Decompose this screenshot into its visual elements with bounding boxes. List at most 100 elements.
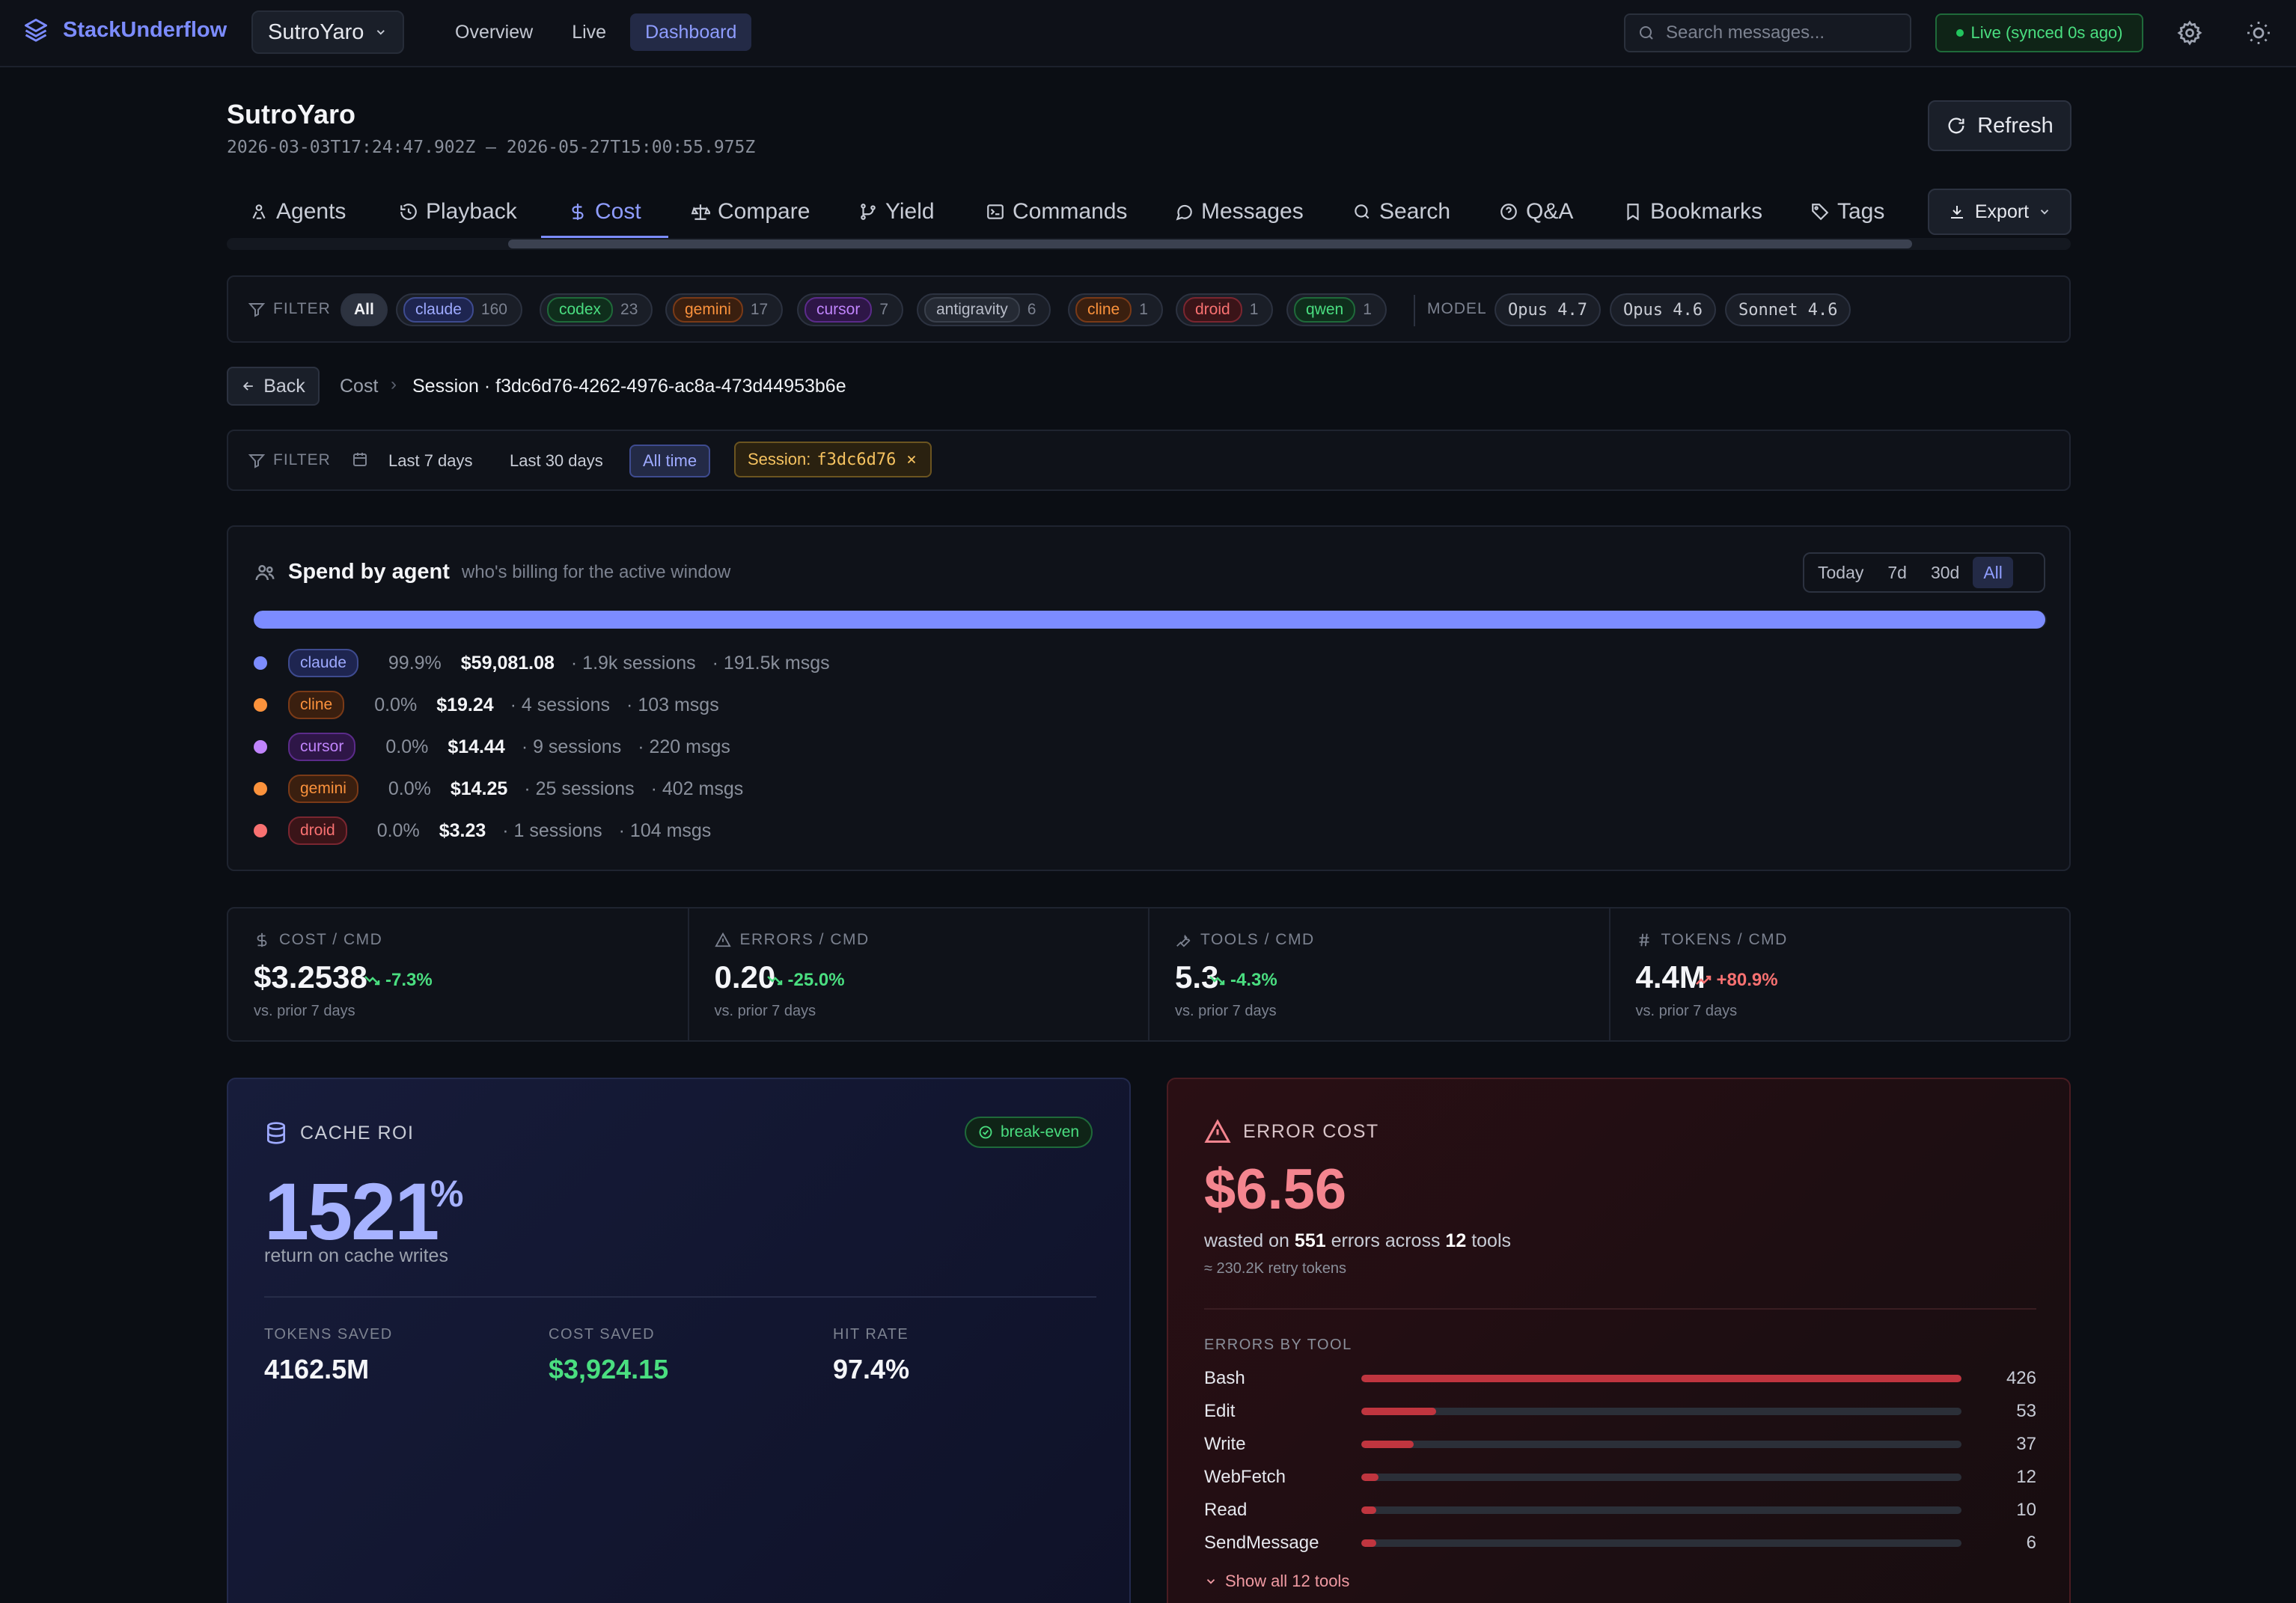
spend-row-gemini[interactable]: gemini 0.0% $14.25 · 25 sessions · 402 m…: [254, 772, 760, 805]
agent-filter-codex[interactable]: codex 23: [540, 293, 653, 326]
spend-title: Spend by agent: [288, 560, 450, 584]
errors-by-tool-label: ERRORS BY TOOL: [1204, 1337, 1352, 1353]
error-tool-row[interactable]: Write 37: [1204, 1429, 2036, 1459]
range-last-7-days[interactable]: Last 7 days: [388, 451, 473, 470]
tab-label: Cost: [595, 199, 641, 224]
tab-agents[interactable]: Agents: [249, 186, 346, 238]
export-button[interactable]: Export: [1928, 189, 2071, 235]
tab-cost[interactable]: Cost: [568, 186, 641, 238]
gear-icon[interactable]: [2176, 19, 2203, 46]
tab-tags[interactable]: Tags: [1810, 186, 1884, 238]
period-today[interactable]: Today: [1818, 562, 1864, 582]
kpi-row: COST / CMD $3.2538 -7.3% vs. prior 7 day…: [227, 907, 2071, 1042]
tab-bookmarks[interactable]: Bookmarks: [1623, 186, 1762, 238]
tab-search[interactable]: Search: [1352, 186, 1450, 238]
error-tool-row[interactable]: Read 10: [1204, 1495, 2036, 1525]
tool-name: Edit: [1204, 1401, 1236, 1421]
agent-filter-claude[interactable]: claude 160: [396, 293, 522, 326]
agent-filter-cline[interactable]: cline 1: [1068, 293, 1163, 326]
agent-filter-droid[interactable]: droid 1: [1176, 293, 1274, 326]
spend-row-cursor[interactable]: cursor 0.0% $14.44 · 9 sessions · 220 ms…: [254, 730, 747, 763]
break-even-badge: break-even: [965, 1117, 1093, 1148]
spend-amount: $14.44: [448, 736, 505, 757]
arrow-left-icon: [243, 382, 254, 391]
range-last-30-days[interactable]: Last 30 days: [510, 451, 603, 470]
nav-live[interactable]: Live: [572, 21, 607, 43]
tab-bar: Agents Playback Cost Compare Yield Comma…: [227, 186, 2071, 250]
sun-icon[interactable]: [2245, 19, 2272, 46]
tab-label: Commands: [1013, 199, 1128, 224]
nav-overview[interactable]: Overview: [455, 21, 534, 43]
agent-filter-gemini[interactable]: gemini 17: [665, 293, 784, 326]
agent-badge: gemini: [288, 775, 358, 803]
kpi-label: TOOLS / CMD: [1200, 931, 1315, 948]
period-30d[interactable]: 30d: [1930, 562, 1960, 582]
session-chip-value: f3dc6d76: [816, 450, 897, 469]
tab-label: Agents: [276, 199, 346, 224]
tab-qa[interactable]: Q&A: [1499, 186, 1573, 238]
tab-messages[interactable]: Messages: [1174, 186, 1304, 238]
tab-playback[interactable]: Playback: [399, 186, 517, 238]
tab-scrollbar-thumb[interactable]: [508, 239, 1912, 248]
show-all-tools-button[interactable]: Show all 12 tools: [1204, 1572, 1349, 1591]
stack-icon: [25, 19, 47, 42]
tool-error-bar: [1361, 1375, 1961, 1382]
cache-roi-description: return on cache writes: [264, 1245, 448, 1266]
spend-row-claude[interactable]: claude 99.9% $59,081.08 · 1.9k sessions …: [254, 647, 846, 680]
live-status-badge[interactable]: Live (synced 0s ago): [1935, 13, 2143, 52]
agent-badge: qwen: [1294, 297, 1356, 323]
model-filter-sonnet-4-6[interactable]: Sonnet 4.6: [1725, 293, 1851, 326]
brand-logo[interactable]: StackUnderflow: [22, 16, 227, 43]
tag-icon: [1812, 204, 1829, 221]
agent-badge: cursor: [288, 733, 356, 761]
kpi-label: ERRORS / CMD: [739, 931, 870, 948]
tab-label: Bookmarks: [1650, 199, 1763, 224]
error-tool-row[interactable]: SendMessage 6: [1204, 1528, 2036, 1558]
tool-error-bar: [1361, 1441, 1414, 1448]
chat-icon: [1176, 204, 1192, 221]
warning-icon: [714, 932, 731, 947]
tab-yield[interactable]: Yield: [858, 186, 935, 238]
hash-icon: [1639, 933, 1649, 947]
error-tool-row[interactable]: Bash 426: [1204, 1364, 2036, 1393]
agent-badge: codex: [547, 297, 614, 323]
agent-count: 7: [879, 301, 889, 318]
agent-filter-bar: FILTER All claude 160 codex 23 gemini 17…: [227, 275, 2071, 343]
wrench-icon: [1176, 934, 1191, 947]
agent-filter-all[interactable]: All: [341, 293, 388, 326]
tab-commands[interactable]: Commands: [986, 186, 1127, 238]
stat-cost-saved: COST SAVED $3,924.15: [549, 1326, 669, 1384]
error-tool-row[interactable]: WebFetch 12: [1204, 1462, 2036, 1492]
range-all-time[interactable]: All time: [629, 445, 711, 477]
breadcrumb-parent[interactable]: Cost: [340, 376, 379, 397]
date-range: 2026-03-03T17:24:47.902Z — 2026-05-27T15…: [227, 138, 756, 157]
spend-msgs: · 103 msgs: [626, 694, 719, 715]
tab-label: Yield: [885, 199, 935, 224]
workspace-select[interactable]: SutroYaro: [251, 10, 404, 54]
back-button[interactable]: Back: [227, 367, 320, 406]
spend-sessions: · 1 sessions: [502, 819, 602, 841]
period-7d[interactable]: 7d: [1887, 562, 1907, 582]
agent-badge: claude: [288, 649, 358, 677]
model-filter-opus-4-6[interactable]: Opus 4.6: [1610, 293, 1716, 326]
agent-filter-qwen[interactable]: qwen 1: [1286, 293, 1387, 326]
agent-filter-cursor[interactable]: cursor 7: [797, 293, 904, 326]
error-tool-row[interactable]: Edit 53: [1204, 1396, 2036, 1426]
error-cost-title: ERROR COST: [1243, 1120, 1379, 1142]
tab-compare[interactable]: Compare: [691, 186, 810, 238]
kpi-cost-per-cmd: COST / CMD $3.2538 -7.3% vs. prior 7 day…: [228, 909, 689, 1040]
refresh-button[interactable]: Refresh: [1928, 100, 2071, 151]
search-input[interactable]: Search messages...: [1624, 13, 1911, 52]
nav-dashboard[interactable]: Dashboard: [630, 13, 752, 51]
period-all[interactable]: All: [1973, 557, 2013, 588]
close-icon[interactable]: [905, 453, 918, 466]
agent-badge: gemini: [673, 297, 743, 323]
spend-row-cline[interactable]: cline 0.0% $19.24 · 4 sessions · 103 msg…: [254, 688, 736, 721]
divider: [1204, 1308, 2036, 1310]
agent-badge: cline: [1075, 297, 1132, 323]
session-filter-chip[interactable]: Session: f3dc6d76: [734, 442, 932, 477]
agent-filter-antigravity[interactable]: antigravity 6: [917, 293, 1051, 326]
tab-label: Search: [1379, 199, 1451, 224]
spend-row-droid[interactable]: droid 0.0% $3.23 · 1 sessions · 104 msgs: [254, 814, 727, 847]
model-filter-opus-4-7[interactable]: Opus 4.7: [1494, 293, 1601, 326]
